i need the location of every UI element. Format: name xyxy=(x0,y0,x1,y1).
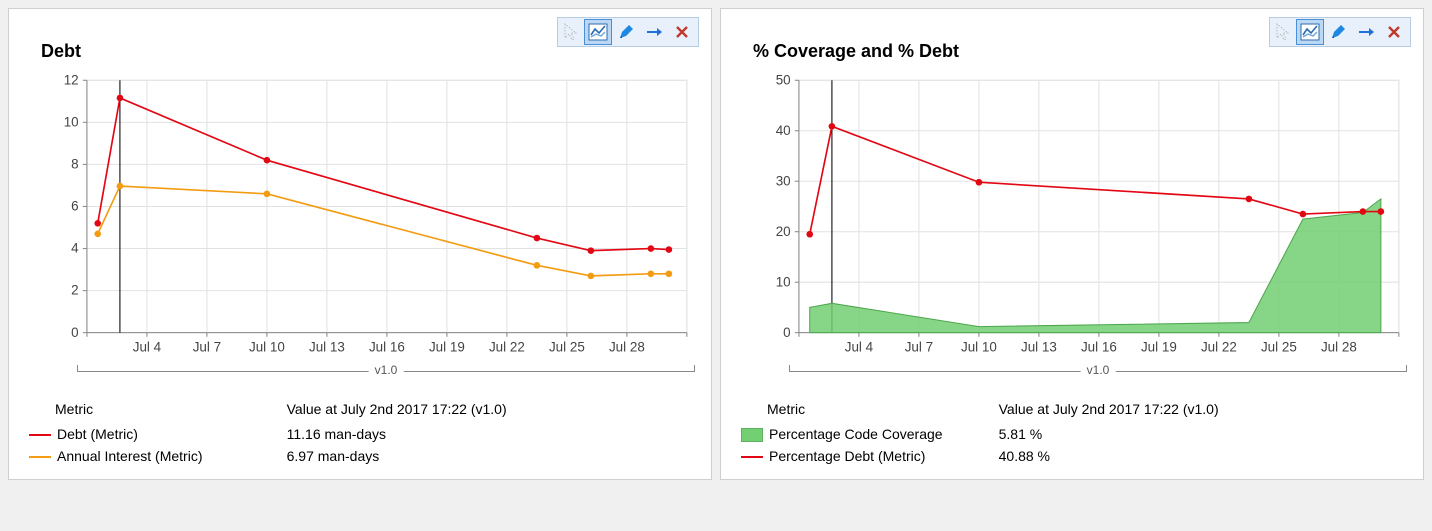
svg-text:Jul 25: Jul 25 xyxy=(1261,339,1297,354)
svg-text:Jul 4: Jul 4 xyxy=(133,339,162,354)
line-swatch-icon xyxy=(29,434,51,436)
panel-header: Debt xyxy=(21,17,699,62)
chart-tool-icon[interactable] xyxy=(584,19,612,45)
svg-text:Jul 10: Jul 10 xyxy=(961,339,997,354)
pencil-icon[interactable] xyxy=(1324,19,1352,45)
chart-tool-icon[interactable] xyxy=(1296,19,1324,45)
svg-text:6: 6 xyxy=(71,199,78,214)
svg-text:8: 8 xyxy=(71,157,78,172)
svg-text:Jul 16: Jul 16 xyxy=(369,339,405,354)
legend-table: MetricValue at July 2nd 2017 17:22 (v1.0… xyxy=(21,395,699,467)
svg-text:Jul 4: Jul 4 xyxy=(845,339,874,354)
version-bracket: v1.0 xyxy=(77,365,695,389)
svg-text:0: 0 xyxy=(71,325,78,340)
svg-text:Jul 7: Jul 7 xyxy=(193,339,221,354)
svg-text:Jul 13: Jul 13 xyxy=(1021,339,1057,354)
panel-toolbar xyxy=(1269,17,1411,47)
svg-text:Jul 25: Jul 25 xyxy=(549,339,585,354)
svg-text:2: 2 xyxy=(71,283,78,298)
version-bracket-label: v1.0 xyxy=(369,363,404,377)
panel-header: % Coverage and % Debt xyxy=(733,17,1411,62)
svg-text:0: 0 xyxy=(783,325,790,340)
line-swatch-icon xyxy=(29,456,51,458)
svg-text:10: 10 xyxy=(776,274,791,289)
svg-text:Jul 28: Jul 28 xyxy=(609,339,645,354)
svg-text:10: 10 xyxy=(64,114,79,129)
svg-text:Jul 19: Jul 19 xyxy=(1141,339,1177,354)
close-icon[interactable] xyxy=(1380,19,1408,45)
chart-area: 0 10 20 30 40 50 Jul 4 Jul 7 Jul 10 Jul 13 Jul 16 J… xyxy=(733,62,1411,365)
legend-row: Percentage Debt (Metric) 40.88 % xyxy=(733,445,1411,467)
pencil-icon[interactable] xyxy=(612,19,640,45)
legend-series-name: Percentage Code Coverage xyxy=(769,426,943,442)
chart-area: 0 2 4 6 8 10 12 Jul 4 Jul 7 Jul 10 Jul 13 Jul 16 Jul… xyxy=(21,62,699,365)
svg-text:Jul 16: Jul 16 xyxy=(1081,339,1117,354)
legend-series-name: Percentage Debt (Metric) xyxy=(769,448,925,464)
svg-text:Jul 22: Jul 22 xyxy=(1201,339,1237,354)
svg-text:12: 12 xyxy=(64,72,79,87)
chart-panel: Debt 0 2 4 6 8 10 12 Jul 4 Jul 7 Jul 10 Jul 13 Jul 1… xyxy=(8,8,712,480)
version-bracket: v1.0 xyxy=(789,365,1407,389)
svg-text:Jul 10: Jul 10 xyxy=(249,339,285,354)
chart-panel: % Coverage and % Debt 0 10 20 30 40 50 Jul 4 Jul… xyxy=(720,8,1424,480)
panel-title: Debt xyxy=(21,17,81,62)
svg-text:4: 4 xyxy=(71,241,79,256)
close-icon[interactable] xyxy=(668,19,696,45)
cursor-ghost-icon xyxy=(560,19,582,45)
arrow-right-icon[interactable] xyxy=(640,19,668,45)
legend-row: Annual Interest (Metric) 6.97 man-days xyxy=(21,445,699,467)
line-swatch-icon xyxy=(741,456,763,458)
svg-text:20: 20 xyxy=(776,224,791,239)
version-bracket-label: v1.0 xyxy=(1081,363,1116,377)
legend-series-name: Annual Interest (Metric) xyxy=(57,448,203,464)
legend-table: MetricValue at July 2nd 2017 17:22 (v1.0… xyxy=(733,395,1411,467)
legend-series-value: 11.16 man-days xyxy=(279,423,699,445)
svg-text:Jul 13: Jul 13 xyxy=(309,339,345,354)
legend-row: Debt (Metric) 11.16 man-days xyxy=(21,423,699,445)
panel-title: % Coverage and % Debt xyxy=(733,17,959,62)
legend-header-value: Value at July 2nd 2017 17:22 (v1.0) xyxy=(991,395,1411,423)
legend-header-metric: Metric xyxy=(21,395,279,423)
svg-text:Jul 7: Jul 7 xyxy=(905,339,933,354)
chart-svg: 0 2 4 6 8 10 12 Jul 4 Jul 7 Jul 10 Jul 13 Jul 16 Jul… xyxy=(29,72,691,362)
svg-text:40: 40 xyxy=(776,123,791,138)
cursor-ghost-icon xyxy=(1272,19,1294,45)
legend-series-value: 5.81 % xyxy=(991,423,1411,445)
arrow-right-icon[interactable] xyxy=(1352,19,1380,45)
legend-series-value: 6.97 man-days xyxy=(279,445,699,467)
legend-series-value: 40.88 % xyxy=(991,445,1411,467)
svg-text:Jul 22: Jul 22 xyxy=(489,339,525,354)
legend-header-metric: Metric xyxy=(733,395,991,423)
chart-svg: 0 10 20 30 40 50 Jul 4 Jul 7 Jul 10 Jul 13 Jul 16 J… xyxy=(741,72,1403,362)
svg-text:Jul 19: Jul 19 xyxy=(429,339,465,354)
legend-row: Percentage Code Coverage 5.81 % xyxy=(733,423,1411,445)
panel-toolbar xyxy=(557,17,699,47)
legend-series-name: Debt (Metric) xyxy=(57,426,138,442)
area-swatch-icon xyxy=(741,428,763,442)
legend-header-value: Value at July 2nd 2017 17:22 (v1.0) xyxy=(279,395,699,423)
svg-text:Jul 28: Jul 28 xyxy=(1321,339,1357,354)
svg-text:30: 30 xyxy=(776,173,791,188)
svg-text:50: 50 xyxy=(776,72,791,87)
